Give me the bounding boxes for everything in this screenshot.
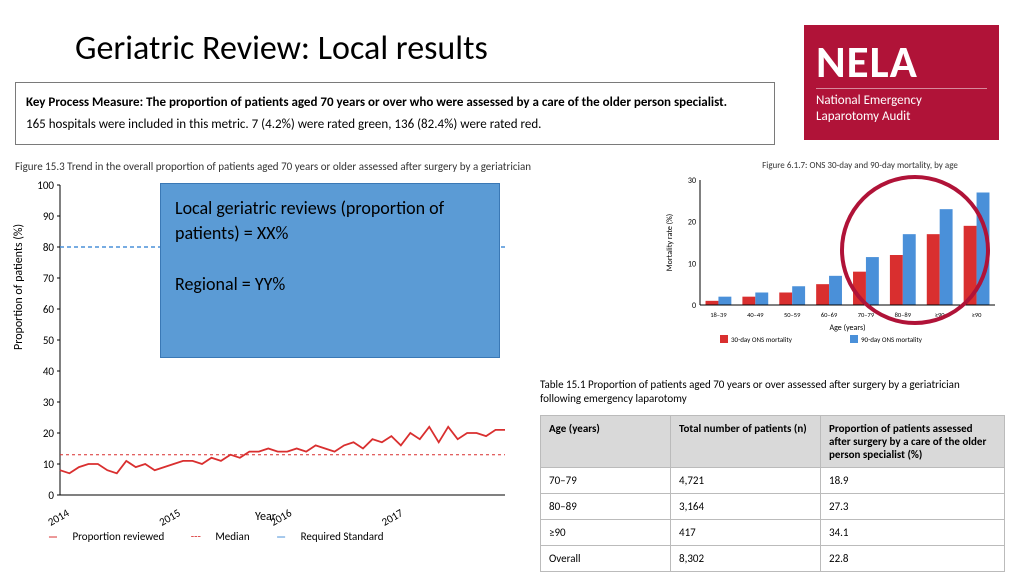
left-chart-legend: — Proportion reviewed --- Median — Requi… [48, 530, 408, 543]
table-row: 80–893,16427.3 [541, 494, 1005, 520]
table-cell: 27.3 [821, 494, 1005, 520]
svg-text:0: 0 [48, 489, 54, 502]
geriatrician-table: Age (years)Total number of patients (n)P… [540, 415, 1005, 572]
overlay-line2: Regional = YY% [175, 272, 485, 297]
svg-text:≥90: ≥90 [972, 311, 983, 319]
table-caption: Table 15.1 Proportion of patients aged 7… [540, 378, 1000, 407]
logo-acronym: NELA [816, 40, 987, 85]
svg-text:100: 100 [37, 179, 54, 192]
svg-text:10: 10 [688, 259, 696, 269]
table-cell: 34.1 [821, 520, 1005, 546]
table-cell: 417 [671, 520, 821, 546]
highlight-circle [840, 175, 990, 325]
svg-text:60: 60 [43, 303, 55, 316]
svg-text:50: 50 [43, 334, 55, 347]
svg-text:60–69: 60–69 [821, 311, 838, 319]
table-cell: 4,721 [671, 468, 821, 494]
legend-item: Proportion reviewed [72, 530, 164, 543]
svg-text:40: 40 [43, 365, 55, 378]
svg-text:30-day ONS mortality: 30-day ONS mortality [731, 335, 793, 344]
legend-item: Required Standard [301, 530, 384, 543]
page-title: Geriatric Review: Local results [75, 28, 488, 69]
nela-logo: NELA National Emergency Laparotomy Audit [804, 25, 999, 140]
kpm-label: Key Process Measure: [26, 95, 146, 110]
local-results-overlay: Local geriatric reviews (proportion of p… [160, 183, 500, 358]
table-cell: 8,302 [671, 546, 821, 572]
svg-text:2014: 2014 [46, 506, 72, 529]
table-cell: 18.9 [821, 468, 1005, 494]
table-cell: 3,164 [671, 494, 821, 520]
key-process-measure-box: Key Process Measure: The proportion of p… [15, 82, 775, 145]
svg-text:Mortality rate (%): Mortality rate (%) [665, 214, 675, 271]
table-cell: 22.8 [821, 546, 1005, 572]
figure-left-caption: Figure 15.3 Trend in the overall proport… [15, 160, 531, 173]
overlay-line1: Local geriatric reviews (proportion of p… [175, 196, 485, 246]
svg-text:70: 70 [43, 272, 55, 285]
svg-text:20: 20 [43, 427, 55, 440]
table-cell: 80–89 [541, 494, 671, 520]
svg-text:2015: 2015 [157, 506, 183, 528]
table-row: Overall8,30222.8 [541, 546, 1005, 572]
svg-text:0: 0 [692, 301, 696, 311]
svg-text:50–59: 50–59 [784, 311, 801, 319]
table-header: Proportion of patients assessed after su… [821, 416, 1005, 468]
svg-text:18–39: 18–39 [710, 311, 727, 319]
kpm-stats: 165 hospitals were included in this metr… [26, 116, 764, 134]
figure-right-caption: Figure 6.1.7: ONS 30-day and 90-day mort… [710, 160, 1010, 171]
svg-text:30: 30 [688, 176, 696, 186]
table-row: 70–794,72118.9 [541, 468, 1005, 494]
table-header: Total number of patients (n) [671, 416, 821, 468]
svg-text:90: 90 [43, 210, 55, 223]
legend-item: Median [215, 530, 249, 543]
logo-subtitle: National Emergency Laparotomy Audit [816, 88, 987, 126]
svg-text:80: 80 [43, 241, 55, 254]
svg-text:Age (years): Age (years) [829, 323, 865, 333]
svg-text:30: 30 [43, 396, 55, 409]
y-axis-label-left: Proportion of patients (%) [12, 224, 26, 350]
kpm-text: The proportion of patients aged 70 years… [146, 95, 727, 110]
svg-text:10: 10 [43, 458, 55, 471]
x-axis-label-left: Year [255, 510, 276, 524]
table-header: Age (years) [541, 416, 671, 468]
svg-text:2017: 2017 [379, 506, 405, 529]
svg-text:20: 20 [688, 218, 696, 228]
table-row: ≥9041734.1 [541, 520, 1005, 546]
table-cell: ≥90 [541, 520, 671, 546]
table-cell: Overall [541, 546, 671, 572]
table-cell: 70–79 [541, 468, 671, 494]
svg-text:90-day ONS mortality: 90-day ONS mortality [861, 335, 923, 344]
svg-text:40–49: 40–49 [747, 311, 764, 319]
